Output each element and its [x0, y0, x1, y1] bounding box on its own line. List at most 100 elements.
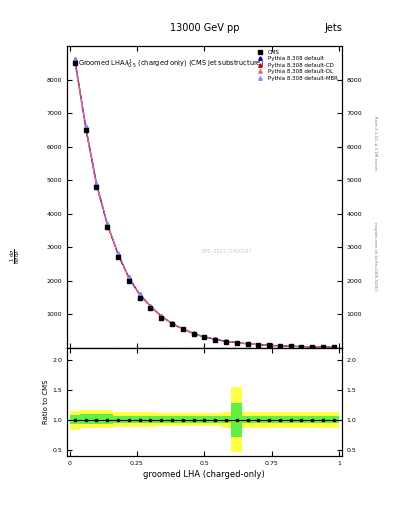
Pythia 8.308 default-CD [105, 222, 110, 228]
Pythia 8.308 default [180, 326, 185, 332]
Text: Rivet 3.1.10, ≥ 3.1M events: Rivet 3.1.10, ≥ 3.1M events [373, 116, 377, 170]
Pythia 8.308 default-MBR [105, 220, 110, 226]
Pythia 8.308 default-MBR [73, 56, 77, 62]
Pythia 8.308 default-MBR [277, 343, 282, 349]
Pythia 8.308 default-MBR [180, 326, 185, 332]
Pythia 8.308 default-MBR [127, 274, 131, 280]
Line: CMS: CMS [73, 61, 336, 349]
Pythia 8.308 default-MBR [170, 320, 174, 326]
Pythia 8.308 default-DL [288, 343, 293, 349]
Pythia 8.308 default-DL [213, 336, 217, 343]
Pythia 8.308 default-MBR [202, 334, 207, 340]
Pythia 8.308 default-CD [116, 251, 120, 258]
Pythia 8.308 default [299, 344, 304, 350]
CMS [170, 322, 174, 328]
Pythia 8.308 default-CD [170, 321, 174, 327]
Pythia 8.308 default-MBR [299, 344, 304, 350]
Pythia 8.308 default [94, 181, 99, 187]
Pythia 8.308 default-DL [170, 321, 174, 327]
Pythia 8.308 default-MBR [310, 344, 315, 350]
Pythia 8.308 default-CD [213, 336, 217, 343]
Pythia 8.308 default-CD [148, 304, 153, 310]
Pythia 8.308 default-MBR [256, 342, 261, 348]
Pythia 8.308 default-CD [83, 125, 88, 131]
Pythia 8.308 default [191, 330, 196, 336]
CMS [310, 344, 315, 350]
Pythia 8.308 default-DL [116, 251, 120, 258]
CMS [299, 344, 304, 350]
Pythia 8.308 default-DL [202, 334, 207, 340]
CMS [277, 343, 282, 349]
CMS [321, 344, 325, 350]
Pythia 8.308 default-CD [331, 344, 336, 350]
Pythia 8.308 default-MBR [331, 344, 336, 350]
CMS [148, 305, 153, 311]
Pythia 8.308 default [256, 342, 261, 348]
Line: Pythia 8.308 default-CD: Pythia 8.308 default-CD [73, 59, 336, 349]
Text: CMS_2021_I1920187: CMS_2021_I1920187 [200, 248, 252, 254]
Text: mcplots.cern.ch [arXiv:1306.3436]: mcplots.cern.ch [arXiv:1306.3436] [373, 222, 377, 290]
Pythia 8.308 default-DL [224, 338, 228, 345]
Pythia 8.308 default-DL [267, 342, 272, 348]
CMS [73, 60, 77, 66]
Pythia 8.308 default-CD [180, 326, 185, 332]
Pythia 8.308 default-DL [299, 344, 304, 350]
Pythia 8.308 default-DL [180, 326, 185, 332]
Legend: CMS, Pythia 8.308 default, Pythia 8.308 default-CD, Pythia 8.308 default-DL, Pyt: CMS, Pythia 8.308 default, Pythia 8.308 … [253, 49, 339, 81]
CMS [127, 278, 131, 284]
CMS [267, 343, 272, 349]
Pythia 8.308 default-DL [234, 339, 239, 346]
CMS [180, 326, 185, 332]
Pythia 8.308 default [148, 303, 153, 309]
Pythia 8.308 default-CD [234, 339, 239, 346]
CMS [202, 334, 207, 340]
Pythia 8.308 default-MBR [288, 343, 293, 349]
Pythia 8.308 default-DL [105, 221, 110, 227]
Pythia 8.308 default-MBR [148, 303, 153, 309]
Pythia 8.308 default [105, 221, 110, 227]
Pythia 8.308 default-DL [321, 344, 325, 350]
Text: Groomed LHA$\lambda^{1}_{0.5}$ (charged only) (CMS jet substructure): Groomed LHA$\lambda^{1}_{0.5}$ (charged … [78, 58, 264, 72]
Pythia 8.308 default [170, 321, 174, 327]
Pythia 8.308 default-MBR [321, 344, 325, 350]
Pythia 8.308 default-CD [299, 344, 304, 350]
CMS [331, 344, 336, 350]
Pythia 8.308 default [267, 342, 272, 348]
Line: Pythia 8.308 default: Pythia 8.308 default [73, 58, 336, 349]
Text: $\frac{1}{\mathrm{d}\sigma}\frac{\mathrm{d}\sigma}{\mathrm{d}\lambda}$: $\frac{1}{\mathrm{d}\sigma}\frac{\mathrm… [9, 248, 23, 264]
Pythia 8.308 default-CD [127, 275, 131, 281]
Pythia 8.308 default-CD [202, 334, 207, 340]
Pythia 8.308 default-MBR [234, 339, 239, 346]
Pythia 8.308 default [224, 338, 228, 345]
CMS [288, 343, 293, 349]
Pythia 8.308 default-DL [256, 342, 261, 348]
Pythia 8.308 default [234, 339, 239, 346]
Pythia 8.308 default-CD [159, 313, 163, 319]
Pythia 8.308 default-MBR [137, 291, 142, 297]
Pythia 8.308 default-DL [310, 344, 315, 350]
Pythia 8.308 default [159, 313, 163, 319]
CMS [83, 127, 88, 133]
Pythia 8.308 default-MBR [94, 180, 99, 186]
Line: Pythia 8.308 default-DL: Pythia 8.308 default-DL [73, 58, 336, 349]
Pythia 8.308 default-DL [148, 303, 153, 309]
Pythia 8.308 default [277, 343, 282, 349]
CMS [245, 341, 250, 347]
Pythia 8.308 default [288, 343, 293, 349]
CMS [256, 342, 261, 348]
Pythia 8.308 default-MBR [116, 250, 120, 257]
Pythia 8.308 default-CD [277, 343, 282, 349]
Pythia 8.308 default-CD [94, 182, 99, 188]
Pythia 8.308 default-CD [191, 331, 196, 337]
Pythia 8.308 default-MBR [159, 313, 163, 319]
Pythia 8.308 default [127, 274, 131, 281]
Pythia 8.308 default [202, 334, 207, 340]
CMS [105, 224, 110, 230]
Pythia 8.308 default [116, 251, 120, 257]
Pythia 8.308 default-DL [277, 343, 282, 349]
X-axis label: groomed LHA (charged-only): groomed LHA (charged-only) [143, 470, 265, 479]
Pythia 8.308 default-MBR [267, 342, 272, 348]
Pythia 8.308 default [310, 344, 315, 350]
Pythia 8.308 default [83, 123, 88, 130]
Pythia 8.308 default-DL [137, 291, 142, 297]
